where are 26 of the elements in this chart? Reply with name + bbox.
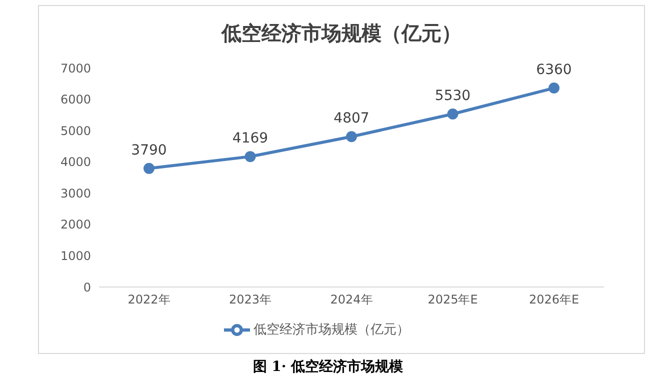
point [244,151,256,162]
x-tick-label: 2023年 [228,292,272,307]
y-tick-label: 5000 [60,124,91,138]
point [346,131,357,142]
legend-label: 低空经济市场规模（亿元） [254,322,410,338]
x-tick-label: 2025年E [428,292,478,307]
caption: 图 1· 低空经济市场规模 [252,358,404,376]
y-tick-label: 2000 [60,218,91,232]
point [548,82,560,94]
y-tick-label: 6000 [60,92,91,107]
point [447,108,458,120]
y-tick-label: 3000 [60,186,91,200]
data-label: 3790 [131,142,167,158]
y-tick-label: 4000 [60,155,91,170]
y-tick-label: 0 [83,280,91,294]
x-tick-label: 2024年 [330,292,373,307]
chart-title: 低空经济市场规模（亿元） [220,20,462,47]
y-tick-label: 7000 [60,61,91,76]
x-tick-label: 2026年E [528,292,580,307]
data-label: 4169 [232,130,268,147]
x-tick-label: 2022年 [128,292,170,307]
y-tick-label: 1000 [60,248,91,263]
data-label: 6360 [536,62,572,78]
point [144,162,154,174]
data-label: 5530 [434,88,471,104]
data-label: 4807 [334,110,370,127]
